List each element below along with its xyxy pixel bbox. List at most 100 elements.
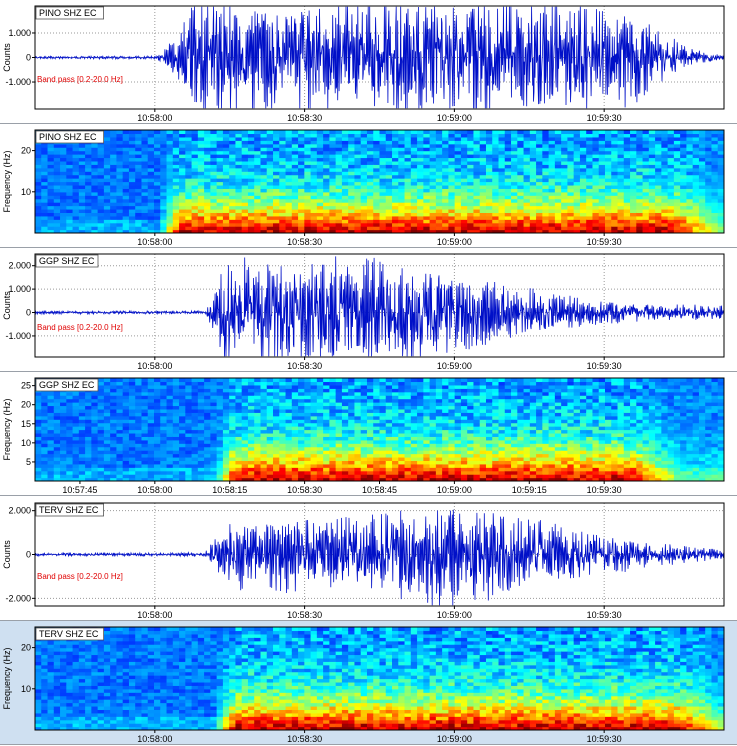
spectrogram-cell: [197, 226, 205, 231]
spectrogram-cell: [197, 391, 205, 396]
spectrogram-cell: [335, 140, 343, 145]
spectrogram-cell: [204, 443, 211, 448]
spectrogram-cell: [103, 205, 111, 210]
spectrogram-cell: [229, 467, 237, 472]
spectrogram-cell: [154, 167, 161, 172]
spectrogram-cell: [285, 470, 293, 475]
spectrogram-cell: [548, 212, 556, 217]
spectrogram-cell: [85, 419, 92, 424]
spectrogram-cell: [511, 133, 518, 138]
spectrogram-cell: [60, 402, 67, 407]
spectrogram-cell: [417, 154, 424, 159]
spectrogram-cell: [260, 467, 268, 472]
spectrogram-cell: [592, 202, 600, 207]
spectrogram-cell: [122, 388, 130, 393]
spectrogram-cell: [598, 178, 606, 183]
spectrogram-cell: [160, 160, 168, 165]
spectrogram-cell: [379, 188, 387, 193]
spectrogram-cell: [291, 164, 299, 169]
spectrogram-cell: [561, 191, 569, 196]
spectrogram-cell: [235, 133, 243, 138]
spectrogram-cell: [172, 215, 180, 220]
spectrogram-cell: [110, 408, 118, 413]
spectrogram-cell: [611, 184, 619, 189]
spectrogram-cell: [316, 384, 324, 389]
spectrogram-cell: [373, 150, 381, 155]
spectrogram-cell: [366, 219, 374, 224]
spectrogram-cell: [60, 219, 67, 224]
spectrogram-cell: [291, 229, 299, 233]
spectrogram-cell: [78, 143, 86, 148]
spectrogram-cell: [229, 130, 237, 135]
spectrogram-cell: [166, 432, 174, 437]
spectrogram-cell: [241, 398, 249, 403]
spectrogram-cell: [717, 202, 724, 207]
spectrogram-cell: [335, 219, 343, 224]
spectrogram-cell: [348, 181, 356, 186]
spectrogram-cell: [185, 422, 193, 427]
spectrogram-cell: [692, 208, 700, 213]
spectrogram-cell: [354, 398, 362, 403]
spectrogram-cell: [154, 381, 161, 386]
spectrogram-cell: [360, 212, 368, 217]
spectrogram-cell: [210, 381, 218, 386]
spectrogram-cell: [60, 229, 67, 233]
spectrogram-cell: [329, 229, 337, 233]
spectrogram-cell: [304, 467, 312, 472]
spectrogram-cell: [116, 150, 124, 155]
spectrogram-cell: [254, 436, 262, 441]
plot-frame: [34, 253, 725, 358]
spectrogram-cell: [135, 202, 143, 207]
spectrogram-cell: [197, 474, 205, 479]
spectrogram-cell: [247, 202, 255, 207]
spectrogram-cell: [204, 378, 211, 383]
spectrogram-cell: [316, 188, 324, 193]
spectrogram-cell: [254, 446, 262, 451]
spectrogram-cell: [85, 443, 92, 448]
spectrogram-cell: [78, 150, 86, 155]
spectrogram-cell: [304, 143, 312, 148]
spectrogram-cell: [523, 195, 531, 200]
spectrogram-cell: [692, 136, 700, 141]
spectrogram-cell: [172, 188, 180, 193]
spectrogram-cell: [35, 191, 42, 196]
spectrogram-cell: [110, 412, 118, 417]
spectrogram-cell: [354, 384, 362, 389]
spectrogram-cell: [166, 215, 174, 220]
spectrogram-cell: [329, 463, 337, 468]
spectrogram-cell: [354, 171, 362, 176]
spectrogram-cell: [185, 429, 193, 434]
spectrogram-cell: [103, 395, 111, 400]
spectrogram-cell: [304, 446, 312, 451]
spectrogram-cell: [692, 191, 700, 196]
spectrogram-cell: [705, 171, 713, 176]
spectrogram-cell: [285, 378, 293, 383]
spectrogram-cell: [366, 136, 374, 141]
spectrogram-cell: [229, 140, 237, 145]
spectrogram-cell: [316, 174, 324, 179]
spectrogram-cell: [210, 467, 218, 472]
spectrogram-cell: [116, 229, 124, 233]
spectrogram-cell: [210, 388, 218, 393]
spectrogram-cell: [310, 181, 318, 186]
spectrogram-cell: [91, 167, 99, 172]
spectrogram-cell: [567, 219, 575, 224]
spectrogram-cell: [229, 422, 237, 427]
spectrogram-cell: [310, 378, 318, 383]
spectrogram-cell: [310, 470, 318, 475]
spectrogram-cell: [692, 160, 700, 165]
spectrogram-cell: [91, 470, 99, 475]
spectrogram-cell: [135, 205, 143, 210]
spectrogram-cell: [116, 450, 124, 455]
spectrogram-cell: [348, 188, 356, 193]
spectrogram-cell: [135, 415, 143, 420]
spectrogram-cell: [529, 208, 537, 213]
spectrogram-cell: [235, 412, 243, 417]
spectrogram-cell: [329, 130, 337, 135]
spectrogram-cell: [241, 229, 249, 233]
spectrogram-cell: [197, 147, 205, 152]
spectrogram-cell: [579, 133, 587, 138]
spectrogram-cell: [417, 208, 424, 213]
spectrogram-cell: [160, 391, 168, 396]
spectrogram-cell: [298, 384, 305, 389]
